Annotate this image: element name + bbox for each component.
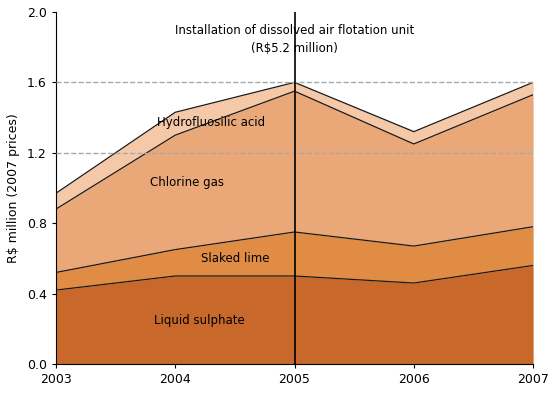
Text: Hydrofluosilic acid: Hydrofluosilic acid [157, 116, 265, 129]
Text: Slaked lime: Slaked lime [201, 252, 269, 265]
Text: Liquid sulphate: Liquid sulphate [153, 314, 245, 327]
Text: (R$5.2 million): (R$5.2 million) [251, 42, 338, 55]
Text: Installation of dissolved air flotation unit: Installation of dissolved air flotation … [175, 24, 414, 37]
Y-axis label: R$ million (2007 prices): R$ million (2007 prices) [7, 113, 20, 263]
Text: Chlorine gas: Chlorine gas [150, 176, 224, 189]
